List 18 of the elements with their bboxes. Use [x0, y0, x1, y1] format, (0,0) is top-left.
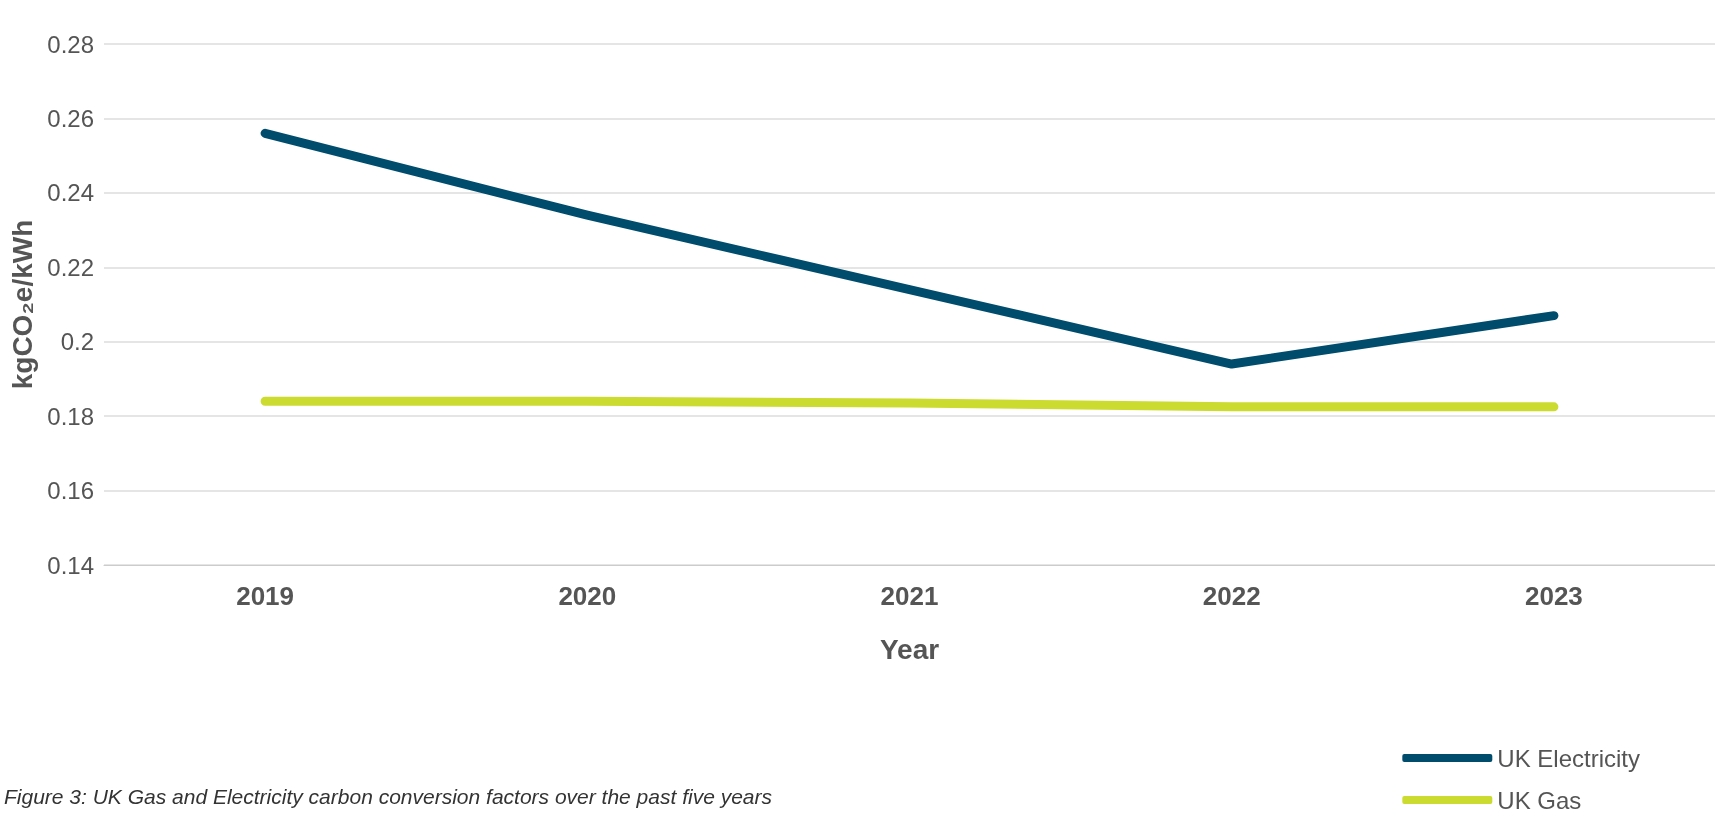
y-tick-label: 0.2	[60, 328, 94, 356]
legend-label: UK Gas	[1497, 786, 1582, 814]
x-tick-label: 2021	[880, 581, 939, 611]
x-axis-title: Year	[879, 633, 940, 665]
y-axis-title: kgCO₂e/kWh	[6, 219, 38, 390]
x-tick-label: 2023	[1524, 581, 1583, 611]
y-tick-label: 0.26	[47, 104, 94, 132]
x-tick-label: 2020	[558, 581, 617, 611]
y-tick-label: 0.16	[47, 477, 94, 505]
x-tick-label: 2022	[1202, 581, 1261, 611]
y-tick-label: 0.28	[47, 30, 94, 58]
x-tick-label: 2019	[236, 581, 295, 611]
legend-label: UK Electricity	[1497, 744, 1640, 772]
caption: Figure 3: UK Gas and Electricity carbon conversion factors over the past five years	[4, 785, 773, 809]
y-tick-label: 0.18	[47, 402, 94, 430]
y-tick-label: 0.24	[47, 179, 94, 207]
y-tick-label: 0.14	[47, 551, 94, 579]
y-tick-label: 0.22	[47, 253, 94, 281]
